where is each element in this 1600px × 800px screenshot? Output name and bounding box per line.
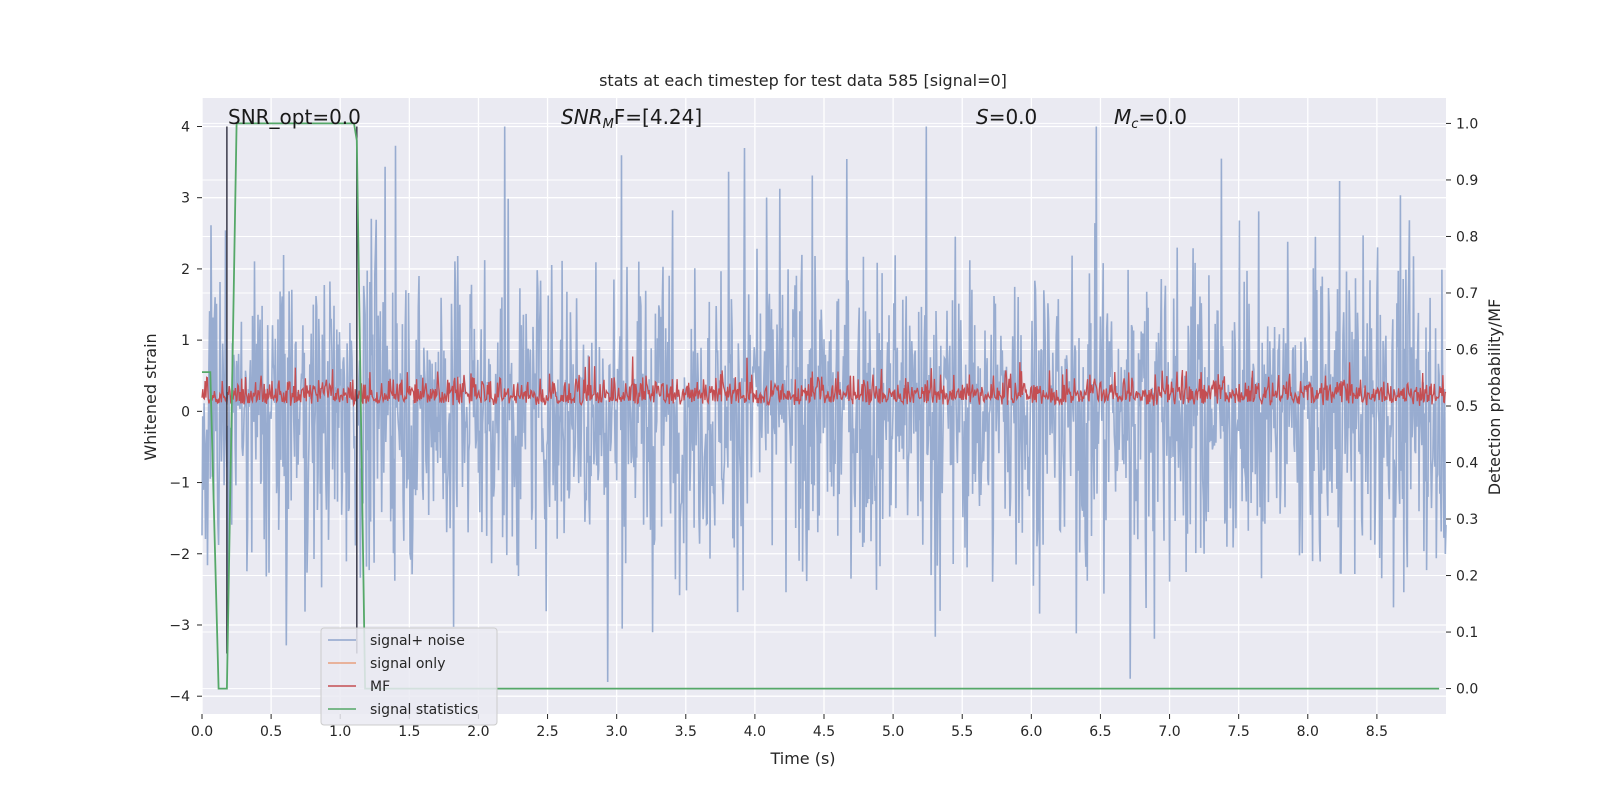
x-tick-7: 3.5 <box>675 724 697 740</box>
y-tick-3: 1 <box>181 333 190 349</box>
legend-label-signal-only: signal only <box>370 656 445 672</box>
y2-tick-4: 0.6 <box>1456 342 1478 358</box>
y-tick-1: 3 <box>181 191 190 207</box>
x-tick-11: 5.5 <box>951 724 973 740</box>
y2-tick-0: 1.0 <box>1456 116 1478 132</box>
x-tick-16: 8.0 <box>1297 724 1319 740</box>
y-tick-0: 4 <box>181 119 190 135</box>
y-tick-4: 0 <box>181 404 190 420</box>
x-axis-label: Time (s) <box>769 749 835 768</box>
y2-tick-8: 0.2 <box>1456 569 1478 585</box>
line-signal-statistics <box>202 122 1440 690</box>
x-tick-14: 7.0 <box>1158 724 1180 740</box>
x-tick-6: 3.0 <box>606 724 628 740</box>
y-tick-8: −4 <box>169 689 190 705</box>
y-axis-label: Whitened strain <box>141 333 160 460</box>
legend: signal+ noise signal only MF signal stat… <box>320 627 498 726</box>
legend-label-signal-noise: signal+ noise <box>370 633 465 649</box>
x-tick-4: 2.0 <box>467 724 489 740</box>
x-tick-1: 0.5 <box>260 724 282 740</box>
x-axis-ticks: 0.0 0.5 1.0 1.5 2.0 2.5 3.0 3.5 4.0 4.5 5.0 5.5 6.0 6… <box>191 714 1388 740</box>
x-tick-13: 6.5 <box>1089 724 1111 740</box>
line-mf <box>201 356 1447 408</box>
annotation-mc: Mc=0.0 <box>1114 105 1187 132</box>
x-tick-3: 1.5 <box>398 724 420 740</box>
annotation-s: S=0.0 <box>976 105 1037 129</box>
y-tick-2: 2 <box>181 262 190 278</box>
y2-axis-ticks: 1.0 0.9 0.8 0.7 0.6 0.5 0.4 0.3 0.2 0.1 0.0 <box>1446 116 1478 698</box>
x-tick-15: 7.5 <box>1228 724 1250 740</box>
y2-tick-6: 0.4 <box>1456 456 1478 472</box>
y2-tick-9: 0.1 <box>1456 625 1478 641</box>
x-tick-0: 0.0 <box>191 724 213 740</box>
vertical-markers <box>226 126 358 654</box>
signal-noise-series <box>201 126 1447 683</box>
x-tick-2: 1.0 <box>329 724 351 740</box>
legend-label-mf: MF <box>370 679 390 695</box>
line-signal-noise <box>201 126 1447 683</box>
y-tick-6: −2 <box>169 547 190 563</box>
x-tick-9: 4.5 <box>813 724 835 740</box>
y2-tick-10: 0.0 <box>1456 682 1478 698</box>
x-tick-8: 4.0 <box>744 724 766 740</box>
x-tick-12: 6.0 <box>1020 724 1042 740</box>
y-axis-ticks: 4 3 2 1 0 −1 −2 −3 −4 <box>169 119 202 705</box>
signal-statistics-series <box>202 122 1440 690</box>
annotation-snr-mf: SNRMF=[4.24] <box>561 105 702 132</box>
y2-axis-label: Detection probability/MF <box>1485 299 1504 496</box>
x-tick-10: 5.0 <box>882 724 904 740</box>
y2-tick-1: 0.9 <box>1456 173 1478 189</box>
y2-tick-3: 0.7 <box>1456 286 1478 302</box>
chart-title: stats at each timestep for test data 585… <box>599 71 1007 90</box>
x-tick-17: 8.5 <box>1366 724 1388 740</box>
mf-series <box>201 356 1447 408</box>
y2-tick-5: 0.5 <box>1456 399 1478 415</box>
y2-tick-2: 0.8 <box>1456 229 1478 245</box>
x-tick-5: 2.5 <box>536 724 558 740</box>
legend-label-signal-statistics: signal statistics <box>370 702 478 718</box>
y-tick-7: −3 <box>169 618 190 634</box>
annotation-snr-opt: SNR_opt=0.0 <box>228 105 361 129</box>
legend-box <box>320 627 498 726</box>
y-tick-5: −1 <box>169 476 190 492</box>
y2-tick-7: 0.3 <box>1456 512 1478 528</box>
